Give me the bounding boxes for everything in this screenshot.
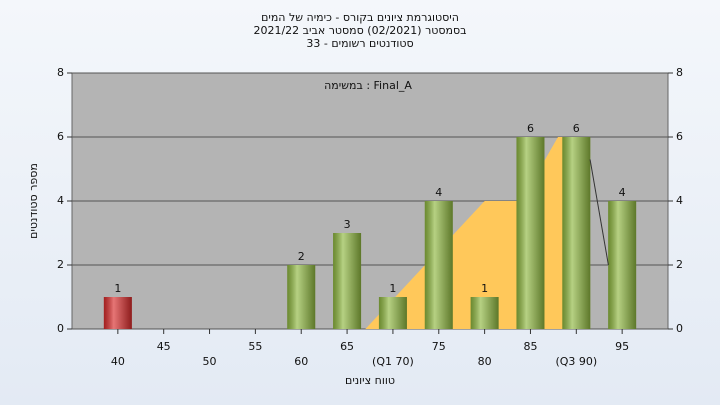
bar-shade xyxy=(424,201,453,329)
x-tick-label: 75 xyxy=(432,340,446,353)
y-tick-label: 4 xyxy=(676,194,683,207)
bar-shade xyxy=(516,137,545,329)
chart-subtitle: סטודנטים רשומים - 33 xyxy=(306,37,413,50)
chart-subtitle: בסמסטר (02/2021) סמסטר אביב 2021/22 xyxy=(253,24,466,37)
x-tick-label: 45 xyxy=(157,340,171,353)
bar-shade xyxy=(470,297,499,329)
y-tick-label: 6 xyxy=(676,130,683,143)
y-tick-label: 0 xyxy=(676,322,683,335)
value-label: 6 xyxy=(573,122,580,135)
x-tick-label: 40 xyxy=(111,355,125,368)
value-label: 4 xyxy=(619,186,626,199)
y-tick-label: 6 xyxy=(57,130,64,143)
bar-shade xyxy=(608,201,637,329)
bar-shade xyxy=(378,297,407,329)
y-tick-label: 2 xyxy=(676,258,683,271)
y-tick-label: 8 xyxy=(57,66,64,79)
x-tick-label: 85 xyxy=(523,340,537,353)
value-label: 6 xyxy=(527,122,534,135)
y-tick-label: 2 xyxy=(57,258,64,271)
line xyxy=(589,159,609,266)
x-axis-label: טווח ציונים xyxy=(345,374,395,387)
bar-shade xyxy=(287,265,316,329)
value-label: 1 xyxy=(481,282,488,295)
y-axis-label: מספר סטודנטים xyxy=(27,163,40,239)
value-label: 3 xyxy=(344,218,351,231)
x-tick-label: (Q3 90) xyxy=(555,355,597,368)
y-tick-label: 8 xyxy=(676,66,683,79)
annotation: במשימה : Final_A xyxy=(324,79,412,92)
x-tick-label: 55 xyxy=(248,340,262,353)
x-tick-label: 80 xyxy=(478,355,492,368)
y-tick-label: 4 xyxy=(57,194,64,207)
x-tick-label: 50 xyxy=(203,355,217,368)
bar-shade xyxy=(562,137,591,329)
value-label: 1 xyxy=(389,282,396,295)
chart-title: היסטוגרמת ציונים בקורס - כימיה של המים xyxy=(261,11,459,24)
x-tick-label: (Q1 70) xyxy=(372,355,414,368)
x-tick-label: 60 xyxy=(294,355,308,368)
value-label: 4 xyxy=(435,186,442,199)
x-tick-label: 65 xyxy=(340,340,354,353)
bar-shade xyxy=(103,297,132,329)
y-tick-label: 0 xyxy=(57,322,64,335)
value-label: 1 xyxy=(114,282,121,295)
bar-shade xyxy=(333,233,362,329)
x-tick-label: 95 xyxy=(615,340,629,353)
value-label: 2 xyxy=(298,250,305,263)
